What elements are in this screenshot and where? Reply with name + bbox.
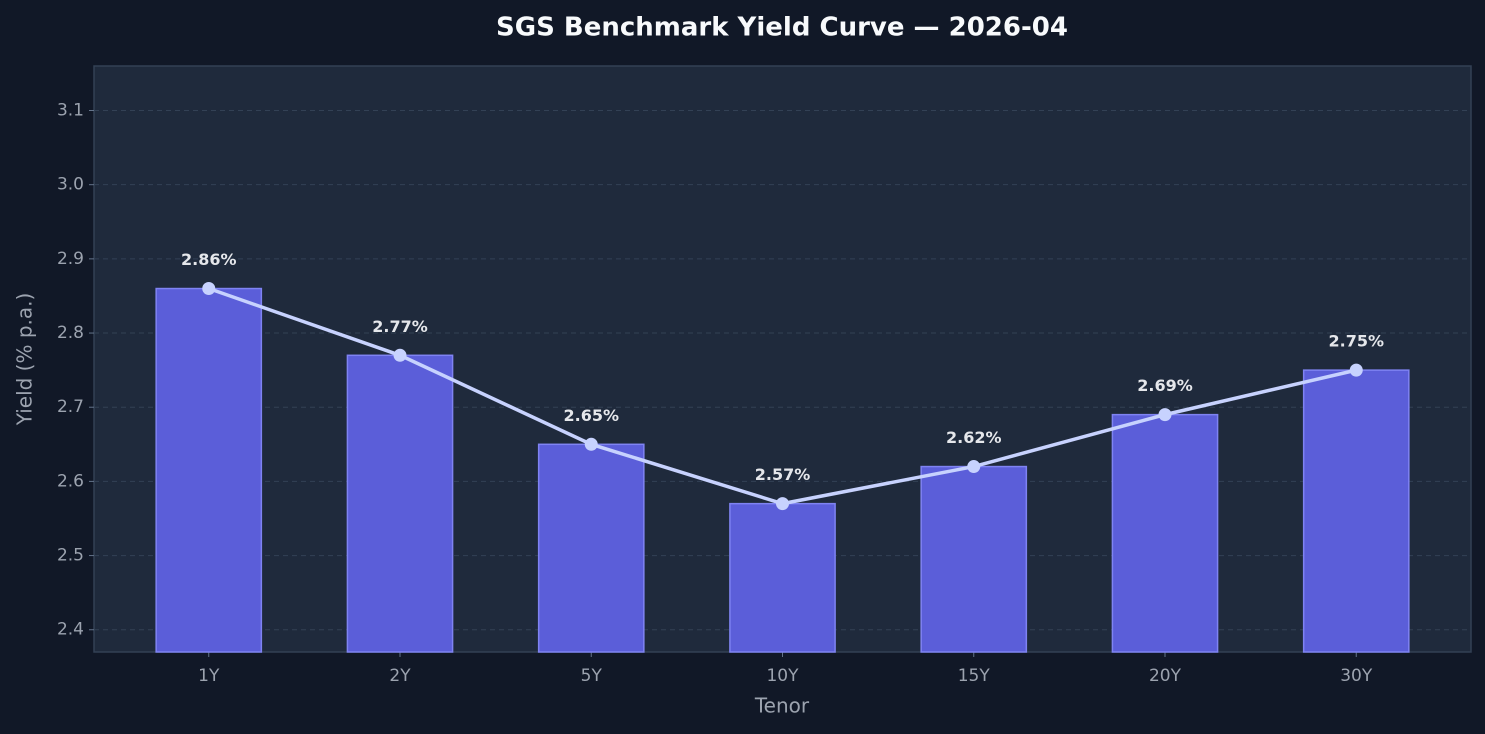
point xyxy=(1349,363,1363,377)
value-label: 2.57% xyxy=(755,465,811,484)
x-tick-label: 15Y xyxy=(958,666,991,686)
y-tick-label: 2.5 xyxy=(57,546,84,566)
x-tick-label: 20Y xyxy=(1149,666,1182,686)
x-axis-label: Tenor xyxy=(754,694,810,718)
value-label: 2.65% xyxy=(563,406,619,425)
y-tick-label: 2.8 xyxy=(57,323,84,343)
bar xyxy=(920,465,1028,653)
x-tick-label: 1Y xyxy=(198,666,220,686)
y-tick-label: 2.6 xyxy=(57,471,84,491)
bar xyxy=(346,354,454,653)
y-tick-label: 3.0 xyxy=(57,175,84,195)
point xyxy=(393,348,407,362)
point xyxy=(776,497,789,511)
value-label: 2.75% xyxy=(1328,332,1384,351)
value-label: 2.86% xyxy=(181,250,237,269)
bar xyxy=(155,287,263,653)
value-label: 2.62% xyxy=(946,428,1002,447)
y-tick-label: 3.1 xyxy=(57,101,84,121)
y-tick-label: 2.4 xyxy=(57,620,84,640)
chart-title: SGS Benchmark Yield Curve — 2026-04 xyxy=(496,13,1068,43)
y-tick-label: 2.9 xyxy=(57,249,84,269)
x-tick-label: 10Y xyxy=(766,666,799,686)
point xyxy=(202,282,216,296)
value-label: 2.77% xyxy=(372,317,428,336)
point xyxy=(584,437,598,451)
bar xyxy=(1302,369,1410,653)
y-axis-label: Yield (% p.a.) xyxy=(13,293,37,427)
bar xyxy=(729,502,836,653)
value-label: 2.69% xyxy=(1137,376,1193,395)
x-tick-label: 30Y xyxy=(1340,666,1373,686)
bar xyxy=(537,443,645,653)
x-tick-label: 2Y xyxy=(389,666,411,686)
point xyxy=(967,460,981,474)
bar xyxy=(1111,413,1219,653)
y-tick-label: 2.7 xyxy=(57,397,84,417)
x-tick-label: 5Y xyxy=(581,666,603,686)
point xyxy=(1158,408,1172,422)
